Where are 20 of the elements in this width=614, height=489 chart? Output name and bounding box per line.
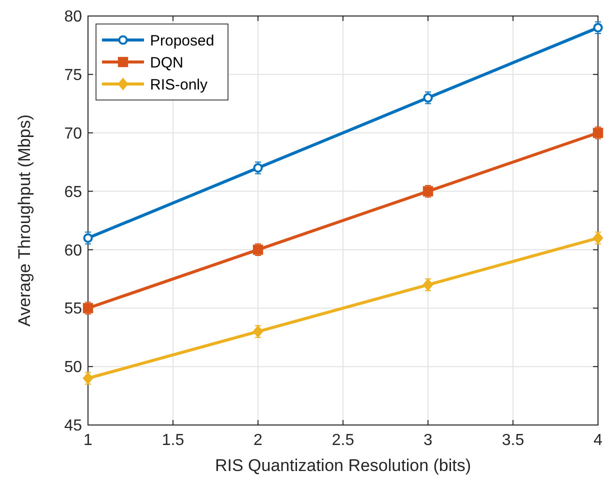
y-axis-title: Average Throughput (Mbps) <box>15 114 34 326</box>
x-tick-label: 1 <box>84 432 93 449</box>
legend-label: DQN <box>150 54 184 72</box>
y-tick-label: 50 <box>64 359 82 376</box>
y-tick-label: 55 <box>64 300 82 318</box>
x-axis-title: RIS Quantization Resolution (bits) <box>214 456 472 475</box>
legend-label: RIS-only <box>150 76 208 94</box>
y-tick-label: 65 <box>64 184 82 201</box>
x-tick-label: 3.5 <box>502 432 524 449</box>
y-tick-label: 60 <box>64 242 82 260</box>
x-tick-label: 4 <box>594 432 603 449</box>
x-tick-label: 2 <box>254 432 263 449</box>
y-tick-label: 75 <box>64 67 82 84</box>
x-tick-label: 1.5 <box>162 432 184 449</box>
x-tick-label: 3 <box>424 432 433 449</box>
y-tick-label: 70 <box>64 125 82 142</box>
x-tick-label: 2.5 <box>332 432 354 449</box>
y-tick-label: 80 <box>64 8 82 26</box>
legend-label: Proposed <box>150 32 214 50</box>
y-tick-label: 45 <box>64 418 82 435</box>
